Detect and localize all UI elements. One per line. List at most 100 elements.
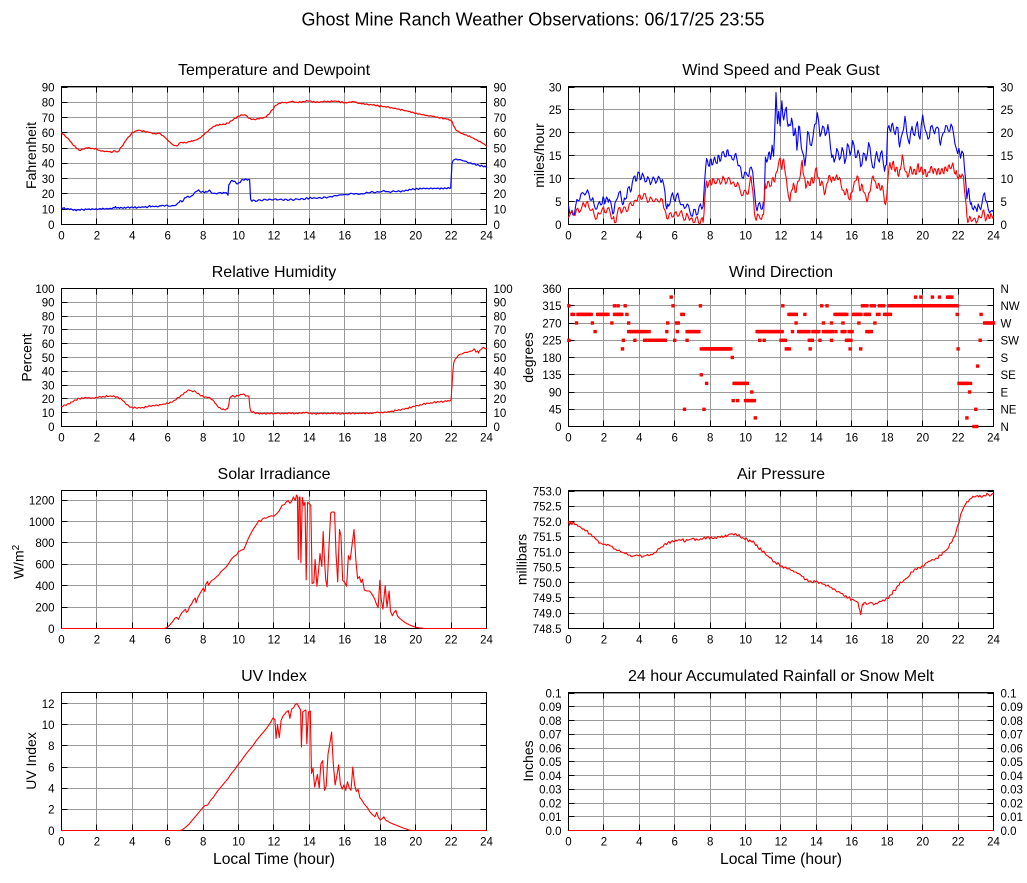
svg-text:1000: 1000 (29, 517, 55, 529)
svg-text:2: 2 (94, 837, 100, 849)
svg-text:16: 16 (338, 433, 351, 445)
svg-text:749.5: 749.5 (533, 593, 562, 605)
svg-text:750.5: 750.5 (533, 563, 562, 575)
svg-text:50: 50 (494, 143, 507, 155)
svg-text:24: 24 (987, 837, 1000, 849)
svg-text:8: 8 (200, 635, 206, 647)
svg-text:0: 0 (565, 433, 571, 445)
svg-text:22: 22 (445, 635, 458, 647)
svg-text:14: 14 (810, 837, 823, 849)
svg-text:16: 16 (845, 837, 858, 849)
svg-text:Wind Direction: Wind Direction (729, 264, 833, 281)
svg-text:SW: SW (1001, 336, 1020, 348)
svg-text:600: 600 (35, 560, 54, 572)
svg-text:20: 20 (916, 635, 929, 647)
svg-text:0.01: 0.01 (1001, 812, 1023, 824)
svg-text:90: 90 (549, 387, 562, 399)
svg-text:5: 5 (1001, 197, 1007, 209)
svg-text:14: 14 (810, 433, 823, 445)
svg-text:4: 4 (636, 635, 643, 647)
svg-text:748.5: 748.5 (533, 624, 562, 636)
svg-text:15: 15 (1001, 151, 1014, 163)
svg-text:24: 24 (480, 837, 493, 849)
svg-text:Ghost Mine Ranch Weather Obser: Ghost Mine Ranch Weather Observations: 0… (302, 9, 765, 29)
svg-text:100: 100 (35, 284, 54, 296)
svg-text:25: 25 (549, 105, 562, 117)
svg-text:4: 4 (636, 231, 643, 243)
svg-text:40: 40 (494, 367, 507, 379)
svg-text:20: 20 (494, 189, 507, 201)
svg-text:14: 14 (810, 635, 823, 647)
svg-text:18: 18 (374, 231, 387, 243)
svg-text:0: 0 (565, 231, 571, 243)
svg-text:0: 0 (1001, 220, 1007, 232)
svg-text:22: 22 (952, 635, 965, 647)
svg-text:0: 0 (555, 422, 561, 434)
svg-text:15: 15 (549, 151, 562, 163)
svg-text:6: 6 (671, 837, 677, 849)
svg-text:20: 20 (42, 189, 55, 201)
svg-text:Fahrenheit: Fahrenheit (23, 122, 39, 189)
svg-text:80: 80 (494, 98, 507, 110)
svg-text:10: 10 (232, 231, 245, 243)
svg-text:14: 14 (303, 635, 316, 647)
svg-text:22: 22 (445, 837, 458, 849)
svg-text:752.0: 752.0 (533, 517, 562, 529)
svg-text:80: 80 (42, 98, 55, 110)
svg-text:0.05: 0.05 (1001, 757, 1023, 769)
svg-text:0: 0 (494, 220, 500, 232)
svg-text:30: 30 (42, 380, 55, 392)
svg-text:0.06: 0.06 (1001, 743, 1023, 755)
svg-text:Wind Speed and Peak Gust: Wind Speed and Peak Gust (682, 62, 880, 79)
svg-text:22: 22 (445, 231, 458, 243)
svg-text:16: 16 (845, 635, 858, 647)
svg-text:4: 4 (48, 784, 55, 796)
svg-text:70: 70 (42, 325, 55, 337)
svg-text:50: 50 (42, 143, 55, 155)
svg-text:60: 60 (494, 339, 507, 351)
svg-text:20: 20 (409, 635, 422, 647)
svg-text:60: 60 (494, 128, 507, 140)
svg-text:0.04: 0.04 (539, 771, 562, 783)
svg-text:225: 225 (542, 336, 561, 348)
svg-text:20: 20 (409, 433, 422, 445)
svg-text:45: 45 (549, 405, 562, 417)
svg-text:24: 24 (480, 635, 493, 647)
svg-text:0.07: 0.07 (539, 730, 561, 742)
svg-text:200: 200 (35, 602, 54, 614)
svg-text:0: 0 (48, 826, 54, 838)
svg-text:24: 24 (987, 635, 1000, 647)
svg-text:20: 20 (409, 837, 422, 849)
svg-text:Air Pressure: Air Pressure (737, 466, 825, 483)
svg-text:0.02: 0.02 (1001, 798, 1023, 810)
svg-text:16: 16 (338, 635, 351, 647)
svg-text:14: 14 (303, 433, 316, 445)
svg-text:2: 2 (601, 433, 607, 445)
svg-text:12: 12 (268, 837, 281, 849)
svg-text:20: 20 (409, 231, 422, 243)
svg-text:24: 24 (987, 433, 1000, 445)
svg-text:753.0: 753.0 (533, 486, 562, 498)
svg-text:2: 2 (601, 635, 607, 647)
svg-text:8: 8 (707, 635, 713, 647)
svg-text:12: 12 (268, 231, 281, 243)
svg-text:12: 12 (268, 433, 281, 445)
svg-text:6: 6 (671, 433, 677, 445)
svg-text:30: 30 (42, 174, 55, 186)
svg-text:20: 20 (916, 433, 929, 445)
svg-text:10: 10 (1001, 174, 1014, 186)
svg-text:749.0: 749.0 (533, 609, 562, 621)
svg-text:4: 4 (636, 433, 643, 445)
svg-text:4: 4 (636, 837, 643, 849)
svg-text:N: N (1001, 422, 1009, 434)
svg-text:18: 18 (881, 433, 894, 445)
svg-text:18: 18 (374, 635, 387, 647)
svg-text:6: 6 (164, 635, 170, 647)
svg-text:12: 12 (268, 635, 281, 647)
svg-text:16: 16 (845, 433, 858, 445)
svg-text:40: 40 (42, 159, 55, 171)
svg-text:NW: NW (1001, 301, 1020, 313)
svg-text:24: 24 (480, 231, 493, 243)
svg-text:0: 0 (565, 635, 571, 647)
svg-text:315: 315 (542, 301, 561, 313)
